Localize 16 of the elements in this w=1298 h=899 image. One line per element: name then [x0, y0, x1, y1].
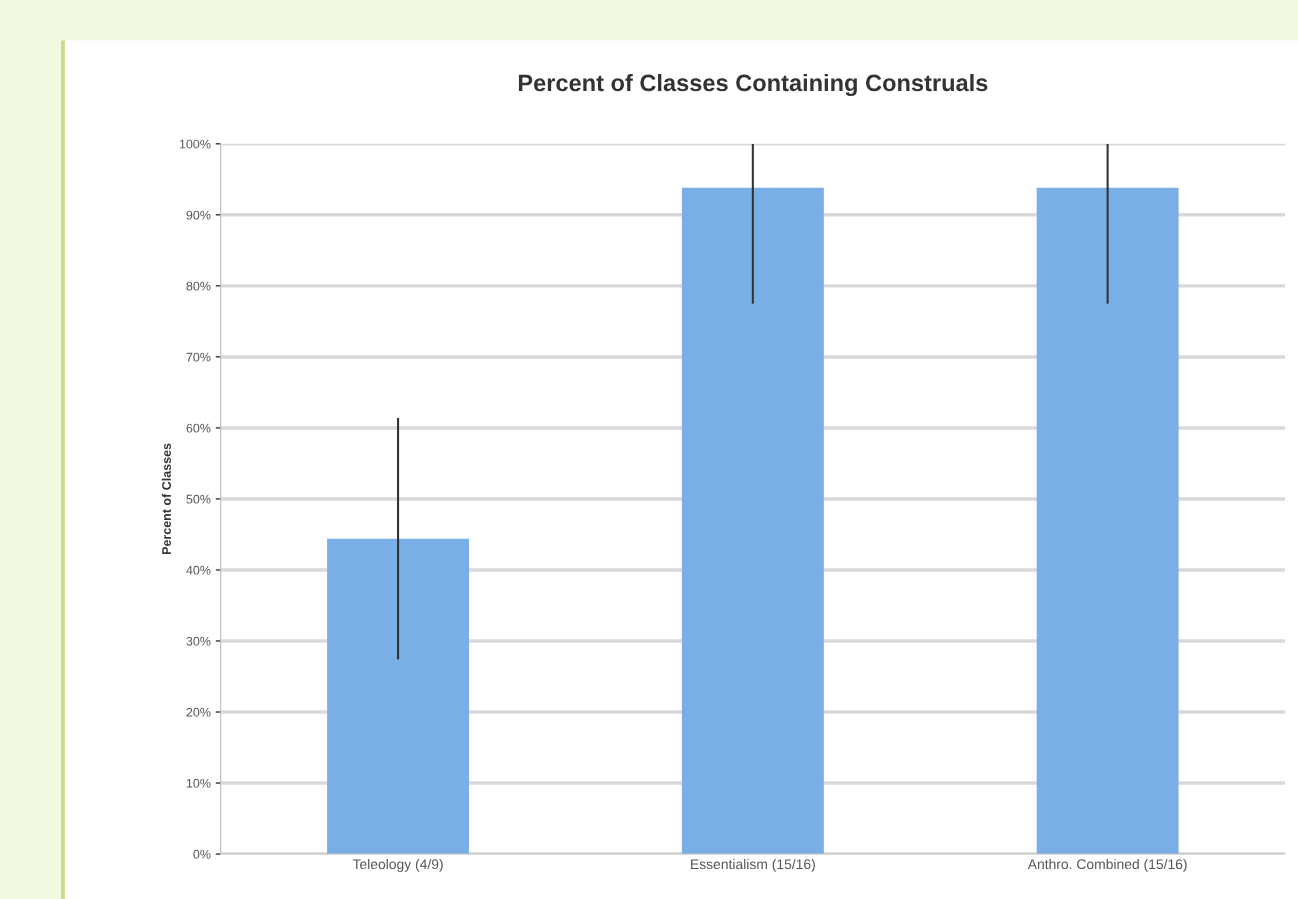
y-tick-label: 20% [186, 707, 211, 717]
y-tick-label: 0% [193, 849, 211, 859]
y-tick-label: 60% [186, 423, 211, 433]
y-tick-label: 90% [186, 210, 211, 220]
chart-title: Percent of Classes Containing Construals [518, 73, 988, 97]
y-axis-title: Percent of Classes [161, 443, 171, 555]
x-tick-label: Anthro. Combined (15/16) [1027, 858, 1187, 872]
y-tick-label: 100% [179, 139, 211, 149]
y-tick-label: 50% [186, 494, 211, 504]
y-tick-label: 70% [186, 352, 211, 362]
y-tick-label: 30% [186, 636, 211, 646]
y-tick-label: 80% [186, 281, 211, 291]
y-tick-label: 40% [186, 565, 211, 575]
y-tick-label: 10% [186, 778, 211, 788]
x-tick-label: Essentialism (15/16) [691, 858, 815, 872]
x-tick-label: Teleology (4/9) [352, 858, 443, 872]
